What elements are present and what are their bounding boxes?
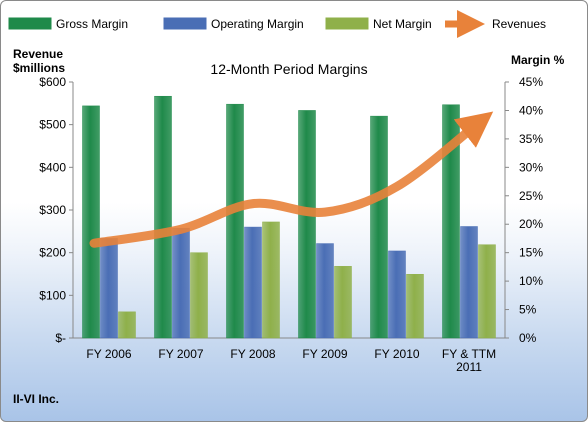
legend-swatch bbox=[325, 17, 369, 30]
bar-gross-margin bbox=[226, 103, 244, 339]
right-tick-label: 40% bbox=[519, 103, 543, 117]
bar-net-margin bbox=[118, 311, 136, 339]
right-tick-label: 25% bbox=[519, 189, 543, 203]
bar-operating-margin bbox=[172, 227, 190, 339]
x-tick-label: FY 2009 bbox=[302, 347, 347, 361]
x-tick-label: FY 2007 bbox=[158, 347, 203, 361]
left-tick-label: $200 bbox=[39, 246, 66, 260]
right-axis-title: Margin % bbox=[511, 53, 565, 67]
left-axis-title-line1: Revenue bbox=[13, 47, 63, 61]
legend-swatch bbox=[8, 17, 52, 30]
right-tick-label: 30% bbox=[519, 160, 543, 174]
right-tick-label: 5% bbox=[519, 303, 537, 317]
x-tick-label: FY 2010 bbox=[374, 347, 419, 361]
bar-operating-margin bbox=[316, 243, 334, 339]
left-tick-label: $400 bbox=[39, 160, 66, 174]
bar-net-margin bbox=[262, 221, 280, 339]
company-name: II-VI Inc. bbox=[13, 392, 59, 406]
left-tick-label: $100 bbox=[39, 288, 66, 302]
right-tick-label: 0% bbox=[519, 331, 537, 345]
bar-gross-margin bbox=[442, 104, 460, 339]
bar-net-margin bbox=[406, 274, 424, 339]
chart-title: 12-Month Period Margins bbox=[210, 61, 367, 77]
right-tick-label: 45% bbox=[519, 75, 543, 89]
legend-label: Operating Margin bbox=[211, 17, 304, 31]
legend-label: Net Margin bbox=[373, 17, 432, 31]
left-tick-label: $300 bbox=[39, 203, 66, 217]
bar-gross-margin bbox=[82, 105, 100, 339]
left-axis-title-line2: $millions bbox=[13, 61, 65, 75]
bar-operating-margin bbox=[460, 226, 478, 339]
left-tick-label: $- bbox=[55, 331, 66, 345]
bar-net-margin bbox=[190, 252, 208, 339]
x-tick-label: FY 2006 bbox=[86, 347, 131, 361]
bar-operating-margin bbox=[388, 250, 406, 339]
legend-swatch bbox=[163, 17, 207, 30]
bar-gross-margin bbox=[298, 110, 316, 339]
right-tick-label: 20% bbox=[519, 217, 543, 231]
revenues-line bbox=[89, 111, 494, 248]
bar-operating-margin bbox=[244, 226, 262, 339]
x-tick-label: 2011 bbox=[456, 360, 482, 374]
right-tick-label: 15% bbox=[519, 246, 543, 260]
right-tick-label: 10% bbox=[519, 274, 543, 288]
legend-label: Gross Margin bbox=[56, 17, 128, 31]
x-tick-label: FY & TTM bbox=[442, 347, 496, 361]
left-tick-label: $600 bbox=[39, 75, 66, 89]
bar-gross-margin bbox=[154, 95, 172, 339]
bar-net-margin bbox=[334, 266, 352, 339]
bar-gross-margin bbox=[370, 115, 388, 339]
x-tick-label: FY 2008 bbox=[230, 347, 275, 361]
legend-label: Revenues bbox=[492, 17, 546, 31]
right-tick-label: 35% bbox=[519, 132, 543, 146]
left-tick-label: $500 bbox=[39, 118, 66, 132]
bar-operating-margin bbox=[100, 238, 118, 339]
bar-net-margin bbox=[478, 244, 496, 339]
